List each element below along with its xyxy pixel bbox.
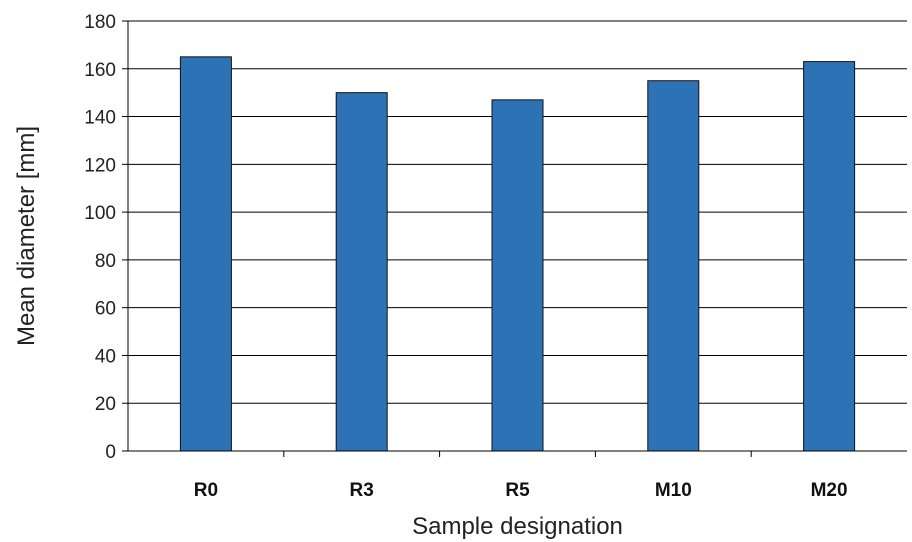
x-tick-label: R5 — [505, 480, 530, 501]
y-tick-label: 40 — [95, 346, 116, 367]
bar-m20 — [803, 61, 856, 452]
bars — [179, 56, 856, 457]
y-tick-label: 160 — [84, 60, 116, 81]
y-tick-label: 80 — [95, 251, 116, 272]
y-tick-labels: 0 20 40 60 80 100 120 140 160 180 — [84, 12, 116, 463]
bar-m10 — [647, 80, 700, 452]
x-tick-label: R0 — [194, 480, 218, 501]
y-tick-label: 100 — [84, 203, 116, 224]
x-tick-labels: R0 R3 R5 M10 M20 — [194, 480, 848, 501]
y-tick-label: 60 — [95, 299, 116, 320]
x-tick-label: M10 — [655, 480, 692, 501]
x-axis-title: Sample designation — [412, 513, 623, 540]
y-tick-label: 140 — [84, 108, 116, 129]
y-tick-label: 180 — [84, 12, 116, 33]
x-tick-label: R3 — [350, 480, 374, 501]
y-tick-label: 20 — [95, 394, 116, 415]
y-tick-label: 120 — [84, 155, 116, 176]
axes — [127, 21, 907, 452]
bar-r0 — [179, 56, 232, 452]
y-tick-label: 0 — [105, 442, 116, 463]
y-axis-title: Mean diameter [mm] — [13, 126, 40, 346]
x-tick-label: M20 — [811, 480, 848, 501]
bar-r5 — [491, 99, 544, 452]
bar-r3 — [335, 92, 388, 452]
